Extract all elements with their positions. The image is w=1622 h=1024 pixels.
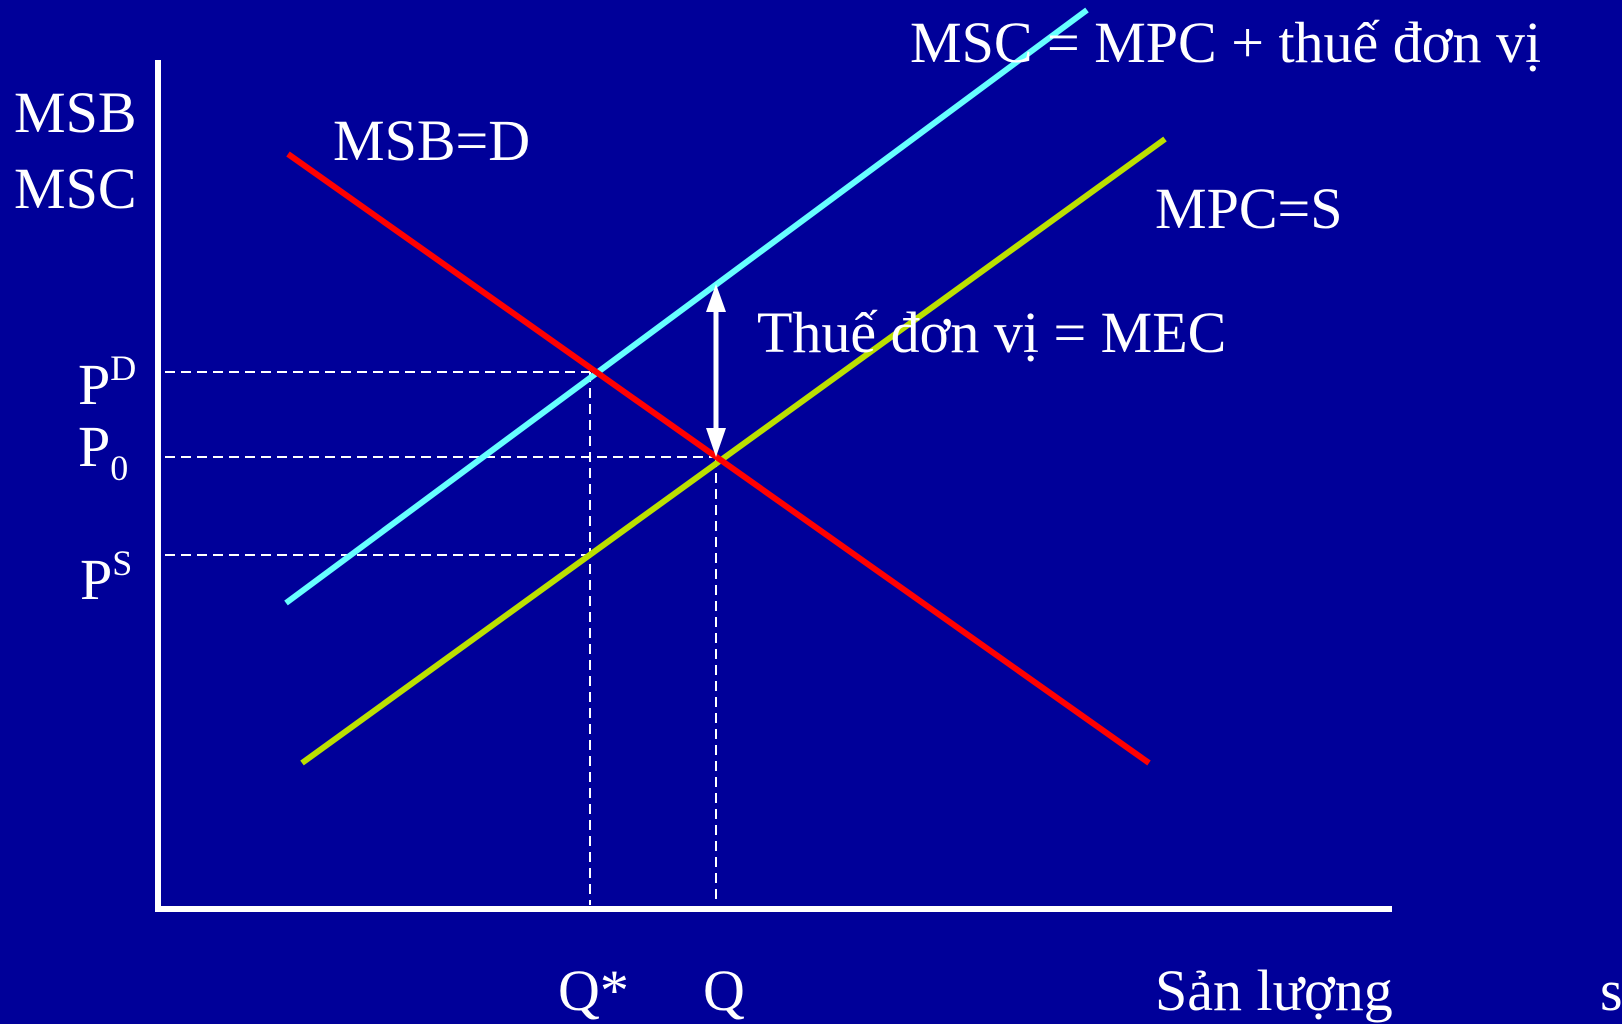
mpc-curve-label: MPC=S [1155,180,1342,238]
x-axis-label: Sản lượng [1155,962,1393,1020]
msb-curve-label: MSB=D [333,112,530,170]
y-axis-label-msb: MSB [14,84,137,142]
msc-curve-label: MSC = MPC + thuế đơn vị [910,14,1541,72]
x-axis-label-overflow: s [1600,962,1622,1020]
tax-double-arrow [706,284,726,457]
price-p0-label: P0 [78,418,128,486]
quantity-q-label: Q [703,962,745,1020]
price-pd-label: PD [78,350,136,414]
tax-arrow-label: Thuế đơn vị = MEC [757,304,1226,362]
quantity-q-star-label: Q* [558,962,629,1020]
price-ps-label: PS [80,545,132,609]
mpc-curve [302,139,1165,763]
y-axis-label-msc: MSC [14,160,137,218]
